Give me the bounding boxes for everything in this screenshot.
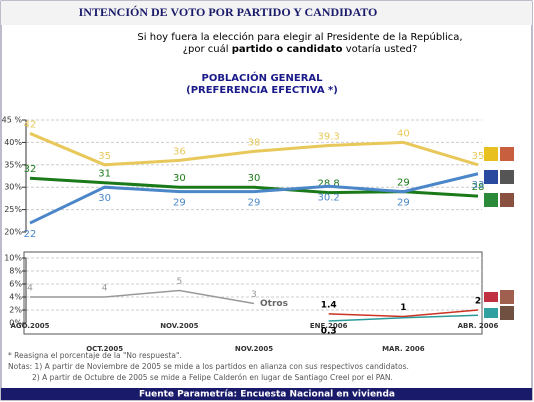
data-label: 35 xyxy=(472,151,485,162)
y-tick-label: 0% xyxy=(9,319,22,328)
series-line xyxy=(29,172,479,225)
logo xyxy=(500,147,514,161)
x-tick-label: NOV.2005 xyxy=(160,322,198,330)
note: Notas: 1) A partir de Noviembre de 2005 … xyxy=(8,362,409,371)
chart-title: POBLACIÓN GENERAL xyxy=(201,71,323,84)
logo xyxy=(484,147,498,161)
chart-subtitle: (PREFERENCIA EFECTIVA *) xyxy=(186,85,338,96)
data-label: 0.3 xyxy=(321,327,337,337)
data-label: 1.4 xyxy=(321,300,337,310)
data-label: 2 xyxy=(475,297,481,307)
y-tick-label: 2% xyxy=(9,306,22,315)
logo xyxy=(484,292,498,302)
logo xyxy=(500,306,514,320)
y-tick-label: 25% xyxy=(4,205,22,214)
logo xyxy=(484,170,498,184)
note: * Reasigna el porcentaje de la "No respu… xyxy=(8,351,182,360)
x-tick-label: ABR. 2006 xyxy=(458,322,499,330)
series-line xyxy=(328,314,479,322)
data-label: 29 xyxy=(248,198,261,209)
y-tick-label: 10% xyxy=(4,254,22,263)
x-tick-label: NOV.2005 xyxy=(235,345,273,353)
data-label: 31 xyxy=(98,169,111,180)
data-label: 3 xyxy=(251,290,257,300)
source: Fuente Parametría: Encuesta Nacional en … xyxy=(139,390,395,400)
q: votaría usted? xyxy=(343,43,418,55)
footer-band xyxy=(1,388,532,400)
question: ¿por cuál partido o candidato votaría us… xyxy=(183,43,418,55)
logo xyxy=(484,308,498,318)
data-label: 30 xyxy=(173,173,186,184)
data-label: 4 xyxy=(102,284,108,294)
header-band xyxy=(1,1,532,25)
data-label: 28.8 xyxy=(318,179,340,190)
title: INTENCIÓN DE VOTO POR PARTIDO Y CANDIDAT… xyxy=(79,5,378,19)
y-tick-label: 6% xyxy=(9,280,22,289)
y-tick-label: 8% xyxy=(9,267,22,276)
y-tick-label: 30% xyxy=(4,183,22,192)
y-tick-label: 20% xyxy=(4,228,22,237)
y-tick-label: 4% xyxy=(9,293,22,302)
x-tick-label: ENE.2006 xyxy=(310,322,348,330)
lower-box xyxy=(23,251,483,335)
data-label: 1 xyxy=(400,303,406,313)
x-tick-label: MAR. 2006 xyxy=(382,345,425,353)
x-tick-label: OCT.2005 xyxy=(86,345,123,353)
data-label: 5 xyxy=(176,277,182,287)
data-label: 4 xyxy=(27,284,33,294)
x-tick-label: AGO.2005 xyxy=(10,322,49,330)
series-line xyxy=(29,132,479,167)
series-line xyxy=(30,289,255,305)
data-label: 29 xyxy=(397,198,410,209)
logo xyxy=(484,193,498,207)
data-label: 22 xyxy=(24,229,37,240)
data-label: 39.3 xyxy=(318,132,340,143)
data-label: 42 xyxy=(24,119,37,130)
q: partido o candidato xyxy=(232,44,343,55)
note: 2) A partir de Octubre de 2005 se mide a… xyxy=(32,373,393,382)
data-label: 40 xyxy=(397,128,410,139)
data-label: 38 xyxy=(248,137,261,148)
data-label: 29 xyxy=(173,198,186,209)
logo xyxy=(500,193,514,207)
q: ¿por cuál xyxy=(183,43,232,55)
data-label: 30 xyxy=(248,173,261,184)
data-label: 32 xyxy=(24,164,37,175)
data-label: 36 xyxy=(173,146,186,157)
y-tick-label: 40% xyxy=(4,138,22,147)
series-line xyxy=(328,309,479,318)
question: Si hoy fuera la elección para elegir al … xyxy=(137,31,462,43)
data-label: 28 xyxy=(472,182,485,193)
data-label: 29 xyxy=(397,178,410,189)
data-label: 30 xyxy=(98,193,111,204)
logo xyxy=(500,170,514,184)
logo xyxy=(500,290,514,304)
y-tick-label: 45 % xyxy=(2,116,23,125)
data-label: 30.2 xyxy=(318,192,340,203)
legend-label: Otros xyxy=(260,299,288,309)
data-label: 35 xyxy=(98,151,111,162)
y-tick-label: 35% xyxy=(4,160,22,169)
data-label: 33 xyxy=(472,180,485,191)
